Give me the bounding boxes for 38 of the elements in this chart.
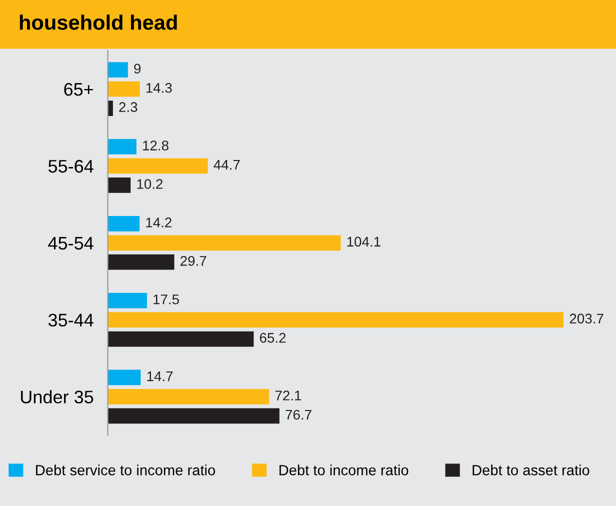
legend-label: Debt to asset ratio [472,464,590,476]
bar [108,62,128,78]
data-label: 14.3 [146,82,172,93]
data-label: 203.7 [570,314,604,324]
bar [108,235,341,251]
bar [108,389,270,404]
bar [108,331,254,347]
legend-label: Debt service to income ratio [36,464,216,476]
y-tick-label: 35-44 [48,314,94,327]
bar [108,216,140,232]
bar [108,81,140,97]
data-label: 14.2 [146,218,172,228]
y-tick-label: 65+ [64,82,94,96]
data-label: 76.7 [286,410,312,420]
bar [108,178,131,193]
bar [108,312,564,328]
data-label: 12.8 [143,140,168,150]
y-tick-label: 55-64 [48,160,94,173]
bar [108,408,280,424]
legend-label: Debt to income ratio [280,464,408,476]
data-label: 10.2 [137,179,163,189]
data-label: 14.7 [147,372,173,382]
data-label: 29.7 [180,256,206,266]
data-label: 9 [134,64,141,74]
data-label: 2.3 [119,102,138,112]
y-tick-label: Under 35 [21,390,94,404]
bar [108,370,141,386]
data-label: 104.1 [347,236,380,247]
data-label: 65.2 [260,332,286,343]
bar [108,139,136,154]
data-label: 17.5 [154,294,179,304]
data-label: 72.1 [275,390,302,400]
data-label: 44.7 [214,160,240,170]
bar [108,254,174,270]
y-tick-label: 45-54 [48,237,94,250]
bar [108,292,147,308]
bar [108,158,208,174]
chart-title: household head [20,14,177,30]
